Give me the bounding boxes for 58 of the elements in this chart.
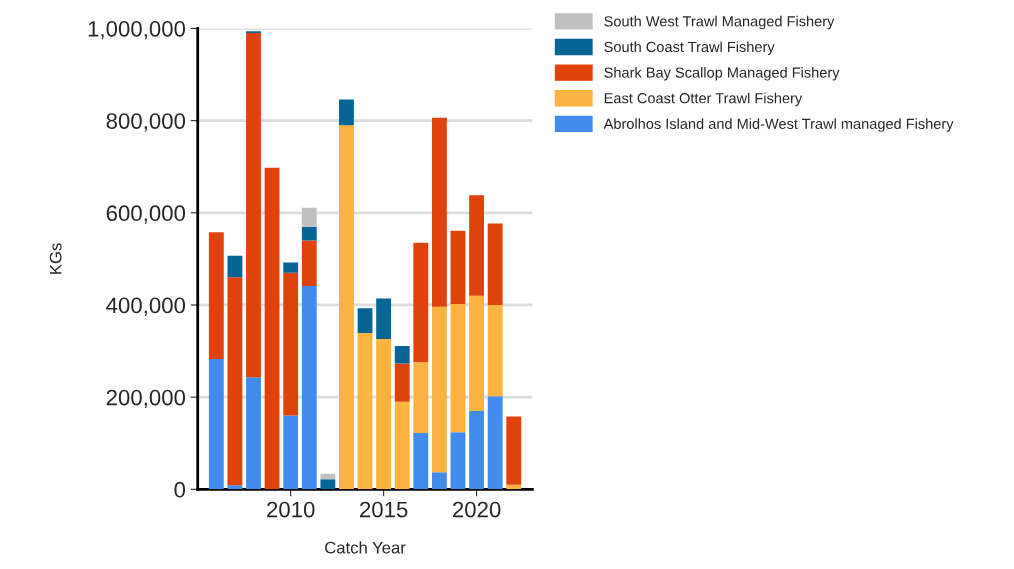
bar	[431, 117, 447, 307]
bar	[450, 230, 466, 305]
bar	[394, 401, 410, 490]
bar	[394, 363, 410, 402]
legend-label: Abrolhos Island and Mid-West Trawl managed Fishery	[603, 118, 954, 132]
bar	[301, 226, 317, 241]
bar	[301, 207, 317, 227]
bar	[413, 242, 429, 363]
bar	[469, 295, 485, 411]
bar	[506, 416, 522, 485]
bar	[246, 377, 261, 490]
y-tick-label: 800,000	[106, 113, 186, 132]
bar	[264, 167, 280, 490]
x-tick-label: 2020	[452, 501, 501, 518]
bar	[394, 346, 410, 364]
bar	[487, 223, 503, 305]
bar	[357, 308, 373, 334]
legend-label: Shark Bay Scallop Managed Fishery	[604, 67, 840, 81]
y-tick-label: 600,000	[106, 205, 186, 224]
bar	[469, 410, 485, 490]
bar	[208, 232, 224, 359]
bar	[376, 298, 392, 340]
legend-label: South Coast Trawl Fishery	[604, 41, 775, 55]
bar	[301, 286, 317, 490]
bar	[376, 339, 392, 490]
bar	[487, 396, 503, 490]
bar	[208, 358, 224, 490]
bar	[413, 433, 429, 490]
bar	[283, 415, 299, 490]
bar	[450, 432, 466, 490]
legend-label: East Coast Otter Trawl Fishery	[604, 92, 803, 107]
bar	[320, 473, 336, 480]
x-axis-title: Catch Year	[325, 541, 406, 554]
bar	[487, 304, 503, 397]
bar	[283, 262, 299, 273]
y-tick-label: 0	[174, 481, 186, 498]
bar	[431, 472, 447, 490]
bar	[227, 485, 243, 490]
bar	[320, 479, 336, 490]
y-tick-label: 400,000	[106, 297, 186, 316]
x-tick-label: 2010	[267, 501, 315, 518]
bar	[339, 99, 354, 126]
bar	[246, 33, 261, 378]
y-tick-label: 1,000,000	[88, 20, 186, 40]
x-tick-label: 2015	[360, 501, 408, 518]
y-tick-label: 200,000	[106, 389, 186, 409]
bar	[227, 255, 243, 278]
legend-label: South West Trawl Managed Fishery	[604, 15, 835, 30]
bar	[431, 306, 447, 473]
bar	[283, 272, 299, 416]
bar	[301, 240, 317, 287]
bar	[450, 304, 466, 433]
bar	[227, 277, 243, 486]
bar	[339, 125, 354, 490]
bar	[413, 362, 429, 434]
bar	[469, 195, 485, 296]
y-axis-title: KGs	[49, 243, 62, 274]
bar	[357, 333, 373, 490]
